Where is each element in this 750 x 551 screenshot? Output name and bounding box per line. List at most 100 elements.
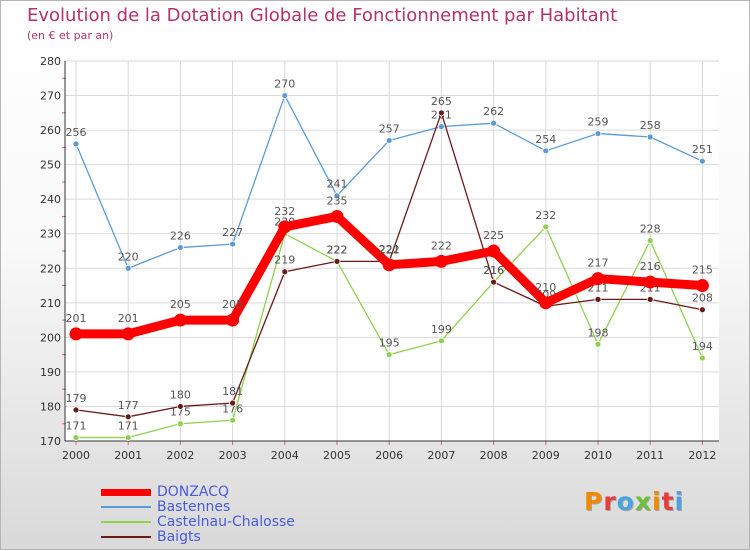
data-point — [176, 420, 184, 428]
data-label: 181 — [222, 385, 243, 398]
y-tick-label: 200 — [40, 331, 61, 344]
data-point — [490, 119, 498, 127]
data-label: 235 — [327, 194, 348, 207]
data-label: 220 — [118, 250, 139, 263]
data-label: 232 — [274, 205, 295, 218]
data-point — [487, 244, 501, 258]
data-label: 215 — [692, 264, 713, 277]
x-tick-label: 2011 — [636, 449, 664, 462]
data-label: 251 — [692, 143, 713, 156]
data-point — [385, 137, 393, 144]
data-point — [124, 434, 132, 441]
data-label: 232 — [535, 209, 556, 222]
data-label: 228 — [640, 223, 661, 236]
data-label: 176 — [222, 402, 243, 415]
x-tick-label: 2005 — [323, 449, 351, 462]
y-tick-label: 210 — [40, 297, 61, 310]
data-label: 179 — [66, 392, 87, 405]
data-point — [281, 92, 289, 99]
data-label: 222 — [379, 243, 400, 256]
data-point — [594, 130, 602, 137]
data-label: 241 — [327, 178, 348, 191]
data-point — [176, 403, 184, 410]
legend-label: Bastennes — [157, 499, 231, 515]
y-tick-label: 220 — [40, 262, 61, 275]
data-point — [333, 192, 341, 200]
legend-swatch — [101, 536, 151, 538]
data-label: 177 — [118, 399, 139, 412]
data-label: 221 — [379, 243, 400, 256]
data-label: 259 — [588, 116, 609, 129]
data-point — [646, 237, 654, 245]
data-label: 227 — [222, 226, 243, 239]
data-point — [229, 416, 237, 424]
legend-swatch — [101, 506, 151, 508]
data-point — [437, 337, 445, 345]
data-point — [699, 306, 706, 314]
data-label: 262 — [483, 105, 504, 118]
data-point — [699, 354, 706, 362]
data-point — [699, 157, 706, 165]
legend-label: Baigts — [157, 529, 201, 545]
data-point — [646, 133, 654, 141]
data-label: 225 — [483, 229, 504, 242]
data-label: 201 — [118, 312, 139, 325]
data-point — [591, 272, 605, 286]
y-tick-label: 190 — [40, 366, 61, 379]
data-point — [72, 140, 80, 148]
data-label: 265 — [431, 95, 452, 108]
data-label: 194 — [692, 340, 713, 353]
x-tick-label: 2009 — [532, 449, 560, 462]
legend-label: DONZACQ — [157, 484, 229, 500]
data-label: 171 — [118, 420, 139, 433]
data-label: 222 — [327, 243, 348, 256]
legend-swatch — [101, 488, 151, 496]
data-point — [124, 413, 132, 421]
data-point — [226, 313, 240, 327]
data-point — [385, 351, 393, 359]
x-tick-label: 2001 — [114, 449, 142, 462]
data-label: 205 — [170, 298, 191, 311]
data-point — [333, 257, 341, 265]
y-tick-label: 260 — [40, 124, 61, 137]
data-point — [121, 327, 135, 341]
data-point — [382, 258, 396, 272]
data-point — [542, 223, 550, 231]
data-label: 258 — [640, 119, 661, 132]
data-point — [695, 279, 709, 293]
x-tick-label: 2006 — [375, 449, 403, 462]
x-tick-label: 2000 — [62, 449, 90, 462]
plot-area — [65, 61, 719, 441]
x-tick-label: 2003 — [219, 449, 247, 462]
data-label: 198 — [588, 326, 609, 339]
data-point — [176, 244, 184, 251]
data-label: 257 — [379, 122, 400, 135]
data-point — [330, 209, 344, 223]
data-label: 208 — [692, 292, 713, 305]
x-tick-label: 2010 — [584, 449, 612, 462]
data-point — [229, 240, 237, 248]
legend-label: Castelnau-Chalosse — [157, 514, 295, 530]
chart-title: Evolution de la Dotation Globale de Fonc… — [27, 5, 618, 26]
data-label: 226 — [170, 230, 191, 243]
data-point — [69, 327, 83, 341]
data-label: 199 — [431, 323, 452, 336]
data-label: 270 — [274, 78, 295, 91]
x-tick-label: 2007 — [427, 449, 455, 462]
data-label: 222 — [431, 239, 452, 252]
chart-subtitle: (en € et par an) — [27, 29, 114, 42]
data-point — [278, 220, 292, 234]
data-point — [646, 295, 654, 303]
x-tick-label: 2002 — [166, 449, 194, 462]
x-tick-label: 2008 — [480, 449, 508, 462]
data-label: 219 — [274, 254, 295, 267]
data-label: 171 — [66, 420, 87, 433]
data-point — [434, 254, 448, 268]
data-label: 216 — [640, 260, 661, 273]
data-point — [124, 264, 132, 272]
data-label: 254 — [535, 133, 556, 146]
y-tick-label: 240 — [40, 193, 61, 206]
x-tick-label: 2004 — [271, 449, 299, 462]
data-point — [542, 147, 550, 155]
